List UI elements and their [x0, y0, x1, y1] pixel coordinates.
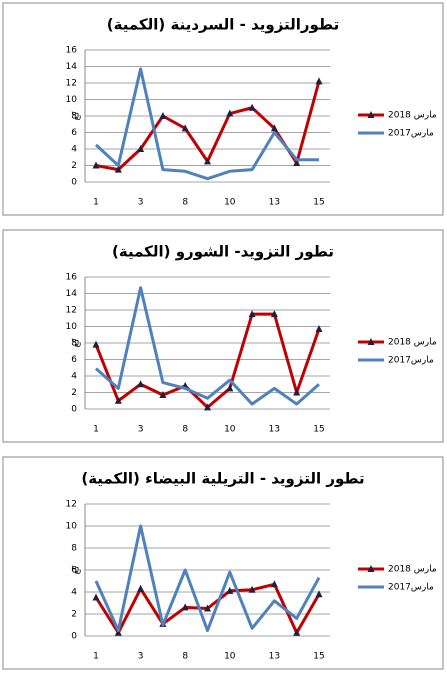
series-line [94, 524, 321, 632]
marker [204, 157, 211, 165]
marker [114, 165, 122, 173]
marker [315, 324, 323, 332]
x-tick-label: 3 [138, 652, 144, 662]
marker [315, 590, 323, 598]
panel [2, 456, 444, 670]
y-tick-label: 0 [71, 632, 77, 642]
x-tick-label: 1 [93, 425, 99, 435]
x-tick-label: 8 [182, 425, 188, 435]
x-tick-label: 1 [93, 652, 99, 662]
marker [293, 159, 301, 167]
marker [226, 109, 234, 117]
marker [92, 340, 100, 348]
x-tick-label: 15 [313, 198, 324, 208]
y-tick-label: 10 [66, 522, 78, 532]
y-tick-label: 4 [71, 372, 77, 382]
marker [248, 103, 256, 111]
marker [270, 124, 278, 132]
y-tick-label: 0 [71, 178, 77, 188]
chart-title: تطور التزويد - التريلية البيضاء (الكمية) [81, 470, 364, 488]
marker [226, 384, 234, 392]
marker [114, 396, 122, 404]
series-line [95, 286, 320, 406]
marker [92, 161, 100, 169]
y-tick-label: 0 [71, 405, 77, 415]
y-tick-label: 6 [71, 128, 77, 138]
y-tick-label: 14 [66, 62, 78, 72]
y-tick-label: 10 [66, 322, 78, 332]
marker [204, 403, 211, 411]
x-tick-label: 8 [182, 652, 188, 662]
y-axis-label: كغ [72, 111, 82, 121]
legend-label: مارس2017 [388, 583, 434, 593]
y-tick-label: 12 [66, 500, 77, 510]
x-tick-label: 10 [224, 198, 236, 208]
x-tick-label: 15 [313, 425, 324, 435]
marker [226, 586, 234, 594]
marker [137, 145, 145, 152]
y-tick-label: 6 [71, 355, 77, 365]
x-tick-label: 10 [224, 425, 236, 435]
y-tick-label: 12 [66, 306, 77, 316]
marker [293, 388, 301, 396]
x-tick-label: 13 [269, 652, 280, 662]
x-tick-label: 1 [93, 198, 99, 208]
legend-label: مارس2017 [388, 356, 434, 366]
marker [92, 593, 100, 601]
marker [315, 77, 323, 85]
marker [181, 603, 189, 611]
marker [204, 604, 211, 612]
x-tick-label: 15 [313, 652, 324, 662]
marker [248, 310, 256, 318]
y-tick-label: 6 [71, 566, 77, 576]
x-tick-label: 8 [182, 198, 188, 208]
x-tick-label: 3 [138, 425, 144, 435]
chart-title: تطور التزويد- الشورو (الكمية) [112, 243, 334, 261]
legend-marker [367, 565, 375, 572]
y-tick-label: 2 [71, 610, 77, 620]
y-tick-label: 2 [71, 388, 77, 398]
y-tick-label: 2 [71, 161, 77, 171]
marker [159, 390, 167, 398]
marker [137, 584, 145, 592]
marker [248, 585, 256, 593]
marker [270, 580, 278, 588]
y-tick-label: 14 [66, 289, 78, 299]
legend-label: مارس 2018 [388, 111, 437, 121]
y-tick-label: 8 [71, 544, 77, 554]
marker [270, 310, 278, 318]
y-tick-label: 4 [71, 588, 77, 598]
chart-title: تطورالتزويد - السردينة (الكمية) [107, 16, 339, 34]
y-axis-label: كغ [72, 565, 82, 575]
marker [114, 628, 122, 636]
legend-label: مارس 2018 [388, 338, 437, 348]
y-axis-label: كغ [72, 338, 82, 348]
legend-marker [367, 111, 375, 118]
series-line [94, 67, 319, 181]
legend-label: مارس 2018 [388, 565, 437, 575]
panel [2, 2, 444, 216]
legend-label: مارس2017 [388, 129, 434, 139]
y-tick-label: 4 [71, 145, 77, 155]
x-tick-label: 13 [269, 198, 280, 208]
x-tick-label: 10 [224, 652, 236, 662]
x-tick-label: 3 [138, 198, 144, 208]
y-tick-label: 16 [66, 273, 78, 283]
y-tick-label: 8 [71, 112, 77, 122]
y-tick-label: 16 [66, 46, 78, 56]
marker [159, 112, 167, 119]
y-tick-label: 8 [71, 339, 77, 349]
panel [2, 229, 444, 443]
marker [293, 628, 301, 636]
y-tick-label: 10 [66, 95, 78, 105]
legend-marker [367, 338, 375, 345]
y-tick-label: 12 [66, 79, 77, 89]
marker [181, 124, 189, 132]
marker [137, 380, 145, 388]
x-tick-label: 13 [269, 425, 280, 435]
